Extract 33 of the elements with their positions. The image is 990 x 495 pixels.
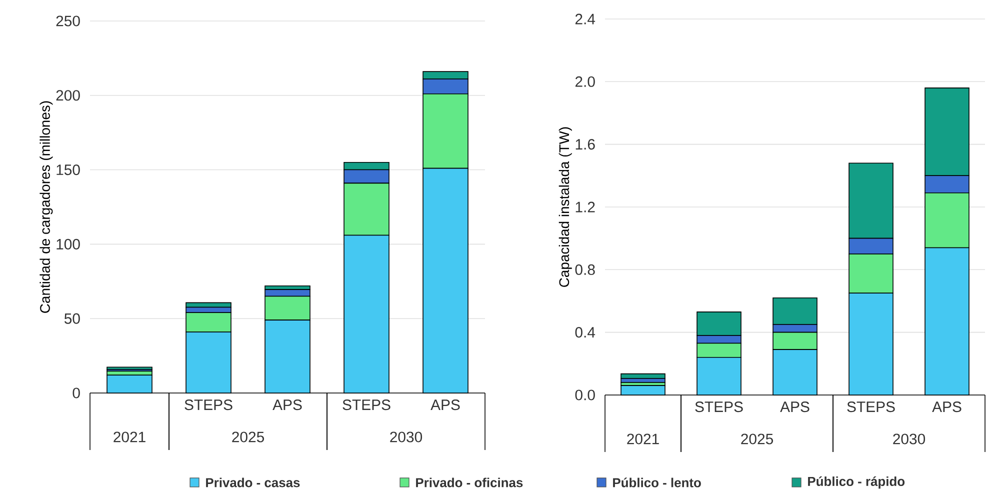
x-tick-label: APS (430, 400, 460, 410)
y-axis-title: Cantidad de cargadores (millones) (40, 101, 53, 313)
text: 2025 (741, 434, 773, 444)
x-tick-label: STEPS (695, 402, 743, 412)
x-tick-label: STEPS (847, 402, 895, 412)
y-tick-label: 150 (56, 164, 80, 176)
text: 2030 (893, 434, 926, 444)
y-tick-label: 2.0 (575, 76, 595, 87)
y-tick-label: 1.6 (576, 139, 595, 150)
y-tick-label: 0.0 (575, 390, 595, 400)
x-tick-label: APS (932, 402, 962, 412)
text: 2025 (232, 432, 264, 442)
legend-label: Público - rápido (808, 476, 905, 489)
x-tick-label: STEPS (342, 400, 390, 410)
y-tick-label: 50 (64, 313, 80, 324)
text: 2021 (627, 434, 659, 444)
y-tick-label: 200 (56, 90, 80, 101)
legend-label: Privado - casas (206, 478, 300, 488)
x-tick-label: APS (272, 400, 302, 410)
y-tick-label: 0 (72, 388, 80, 398)
y-tick-label: 0.4 (575, 327, 596, 338)
legend-label: Privado - oficinas (416, 478, 523, 488)
text: 2021 (114, 432, 146, 442)
y-tick-label: 2.4 (575, 14, 596, 24)
x-tick-label: STEPS (184, 400, 232, 410)
x-tick-label: APS (780, 402, 810, 412)
y-tick-label: 1.2 (576, 202, 595, 212)
text: 2030 (390, 432, 422, 442)
y-tick-label: 100 (56, 238, 80, 250)
y-tick-label: 0.8 (575, 264, 595, 275)
y-tick-label: 250 (56, 16, 80, 26)
legend-label: Público - lento (613, 478, 701, 488)
y-axis-title: Capacidad instalada (TW) (558, 127, 572, 287)
